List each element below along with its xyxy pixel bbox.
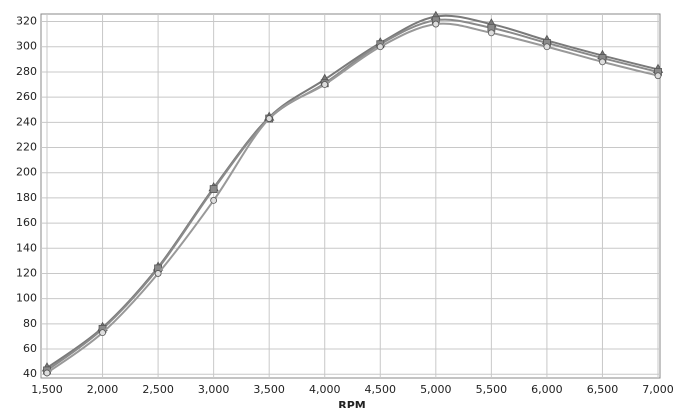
marker: [321, 81, 329, 88]
marker: [654, 72, 662, 80]
x-axis-title: RPM: [338, 399, 365, 408]
x-tick-label: 7,000: [642, 383, 674, 396]
x-tick-label: 6,500: [587, 383, 619, 396]
x-tick-label: 4,000: [309, 383, 341, 396]
x-tick-label: 6,000: [531, 383, 563, 396]
plot-area: [40, 13, 661, 379]
y-tick-label: 60: [23, 342, 37, 355]
y-tick-label: 120: [16, 266, 37, 279]
x-tick-label: 4,500: [365, 383, 397, 396]
marker: [210, 197, 218, 204]
x-tick-label: 2,500: [142, 383, 174, 396]
marker: [209, 185, 218, 193]
y-tick-label: 40: [23, 367, 37, 380]
marker: [43, 369, 51, 377]
marker: [599, 58, 606, 66]
marker: [543, 43, 551, 51]
y-tick-label: 200: [16, 166, 37, 179]
x-tick-label: 3,500: [253, 383, 285, 396]
y-tick-label: 100: [16, 292, 37, 305]
x-tick-label: 5,500: [476, 383, 508, 396]
x-tick-label: 2,000: [87, 383, 119, 396]
marker: [99, 329, 106, 337]
y-tick-label: 260: [16, 90, 37, 103]
y-tick-label: 320: [16, 15, 37, 28]
y-tick-label: 240: [16, 115, 37, 128]
marker: [432, 20, 440, 28]
y-tick-label: 80: [23, 317, 37, 330]
marker: [487, 29, 495, 37]
x-tick-label: 1,500: [31, 383, 63, 396]
y-tick-label: 280: [16, 65, 37, 78]
marker: [154, 270, 162, 277]
y-tick-label: 220: [16, 141, 37, 154]
y-tick-label: 180: [16, 191, 37, 204]
y-tick-label: 140: [16, 241, 37, 254]
marker: [265, 115, 273, 122]
y-tick-label: 300: [16, 40, 37, 53]
x-tick-label: 5,000: [420, 383, 452, 396]
marker: [376, 43, 384, 51]
y-tick-label: 160: [16, 216, 37, 229]
x-tick-label: 3,000: [198, 383, 230, 396]
